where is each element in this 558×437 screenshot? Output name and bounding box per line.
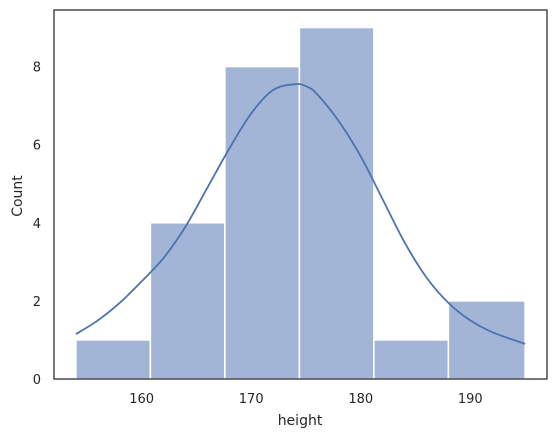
histogram-bar-4	[298, 26, 375, 380]
x-tick-label-160: 160	[129, 392, 154, 407]
plot-frame	[53, 9, 548, 380]
y-tick-label-6: 6	[33, 139, 41, 154]
x-axis-label: height	[278, 413, 323, 429]
bars-group	[75, 26, 526, 380]
x-axis-ticks: 160 170 180 190	[129, 392, 482, 407]
y-axis-label: Count	[10, 175, 26, 217]
x-tick-label-180: 180	[348, 392, 373, 407]
histogram-bar-1	[75, 339, 152, 380]
y-tick-label-8: 8	[33, 61, 41, 76]
histogram-bar-3	[224, 65, 301, 380]
y-tick-label-0: 0	[33, 373, 41, 388]
y-tick-label-2: 2	[33, 295, 41, 310]
y-tick-label-4: 4	[33, 217, 41, 232]
histogram-bar-2	[149, 222, 226, 380]
histogram-bar-5	[373, 339, 450, 380]
x-tick-label-170: 170	[239, 392, 264, 407]
y-axis-ticks: 0 2 4 6 8	[33, 61, 41, 388]
kde-curve	[75, 83, 526, 345]
x-tick-label-190: 190	[458, 392, 483, 407]
